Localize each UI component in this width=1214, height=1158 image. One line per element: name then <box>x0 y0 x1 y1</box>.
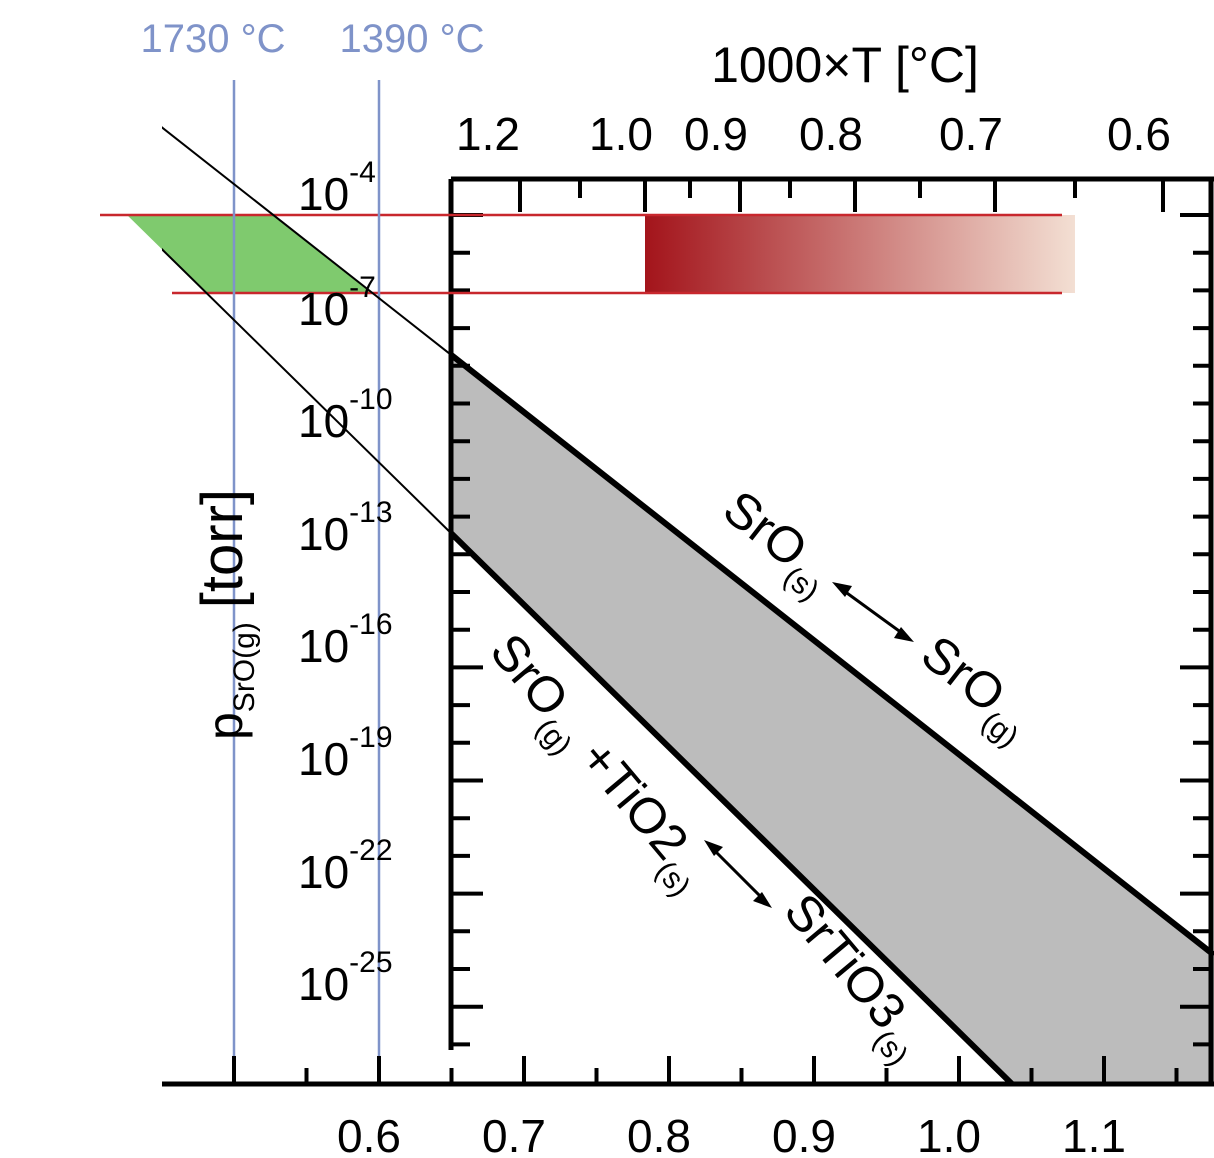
axis-title-unit: [torr] <box>190 489 255 608</box>
top-tick-label: 1.2 <box>456 108 520 160</box>
left-tick-label: 10-4 <box>298 156 376 220</box>
svg-text:pSrO(g)[torr]: pSrO(g) [torr] <box>190 489 261 740</box>
top-axis-ticks <box>518 179 1165 212</box>
stability-region-band <box>451 354 1214 1084</box>
bottom-tick-label: 0.8 <box>627 1110 691 1158</box>
top-tick-label: 0.9 <box>684 108 748 160</box>
axis-title-sub-sro: SrO(g) <box>228 622 261 712</box>
pressure-window-green-region <box>127 215 373 293</box>
double-arrow-upper-icon <box>832 582 914 642</box>
bottom-tick-label: 0.7 <box>482 1110 546 1158</box>
pressure-window-blank <box>451 215 645 293</box>
left-axis-ticks <box>451 213 483 1047</box>
axis-title-p: p <box>197 712 253 740</box>
left-tick-label: 10-25 <box>298 946 393 1010</box>
right-axis-ticks <box>1180 213 1211 1047</box>
reference-label-1730c: 1730 °C <box>141 17 286 61</box>
left-tick-label: 10-13 <box>298 496 393 560</box>
pressure-window-gradient <box>645 215 1075 293</box>
top-axis-title: 1000×T [°C] <box>711 37 979 93</box>
left-tick-label: 10-7 <box>298 271 376 335</box>
bottom-tick-label: 1.0 <box>917 1110 981 1158</box>
reference-label-1390c: 1390 °C <box>340 17 485 61</box>
bottom-axis-ticks <box>232 1056 1179 1084</box>
bottom-tick-label: 0.6 <box>337 1110 401 1158</box>
series-line-sro-thin <box>162 126 452 356</box>
double-arrow-lower-icon <box>704 840 772 908</box>
left-tick-label: 10-16 <box>298 608 393 672</box>
top-tick-label: 1.0 <box>589 108 653 160</box>
series-line-srtio3-thin <box>162 247 452 534</box>
series-line-sro <box>449 352 1214 958</box>
series-line-srtio3 <box>448 530 1015 1084</box>
left-tick-label: 10-19 <box>298 721 393 785</box>
left-tick-label: 10-10 <box>298 383 393 447</box>
bottom-tick-label: 1.1 <box>1062 1110 1126 1158</box>
left-axis-title: pSrO(g) [torr] <box>190 489 261 740</box>
bottom-tick-label: 0.9 <box>772 1110 836 1158</box>
top-tick-label: 0.8 <box>799 108 863 160</box>
left-tick-label: 10-22 <box>298 834 393 898</box>
top-tick-label: 0.7 <box>939 108 1003 160</box>
top-tick-label: 0.6 <box>1107 108 1171 160</box>
